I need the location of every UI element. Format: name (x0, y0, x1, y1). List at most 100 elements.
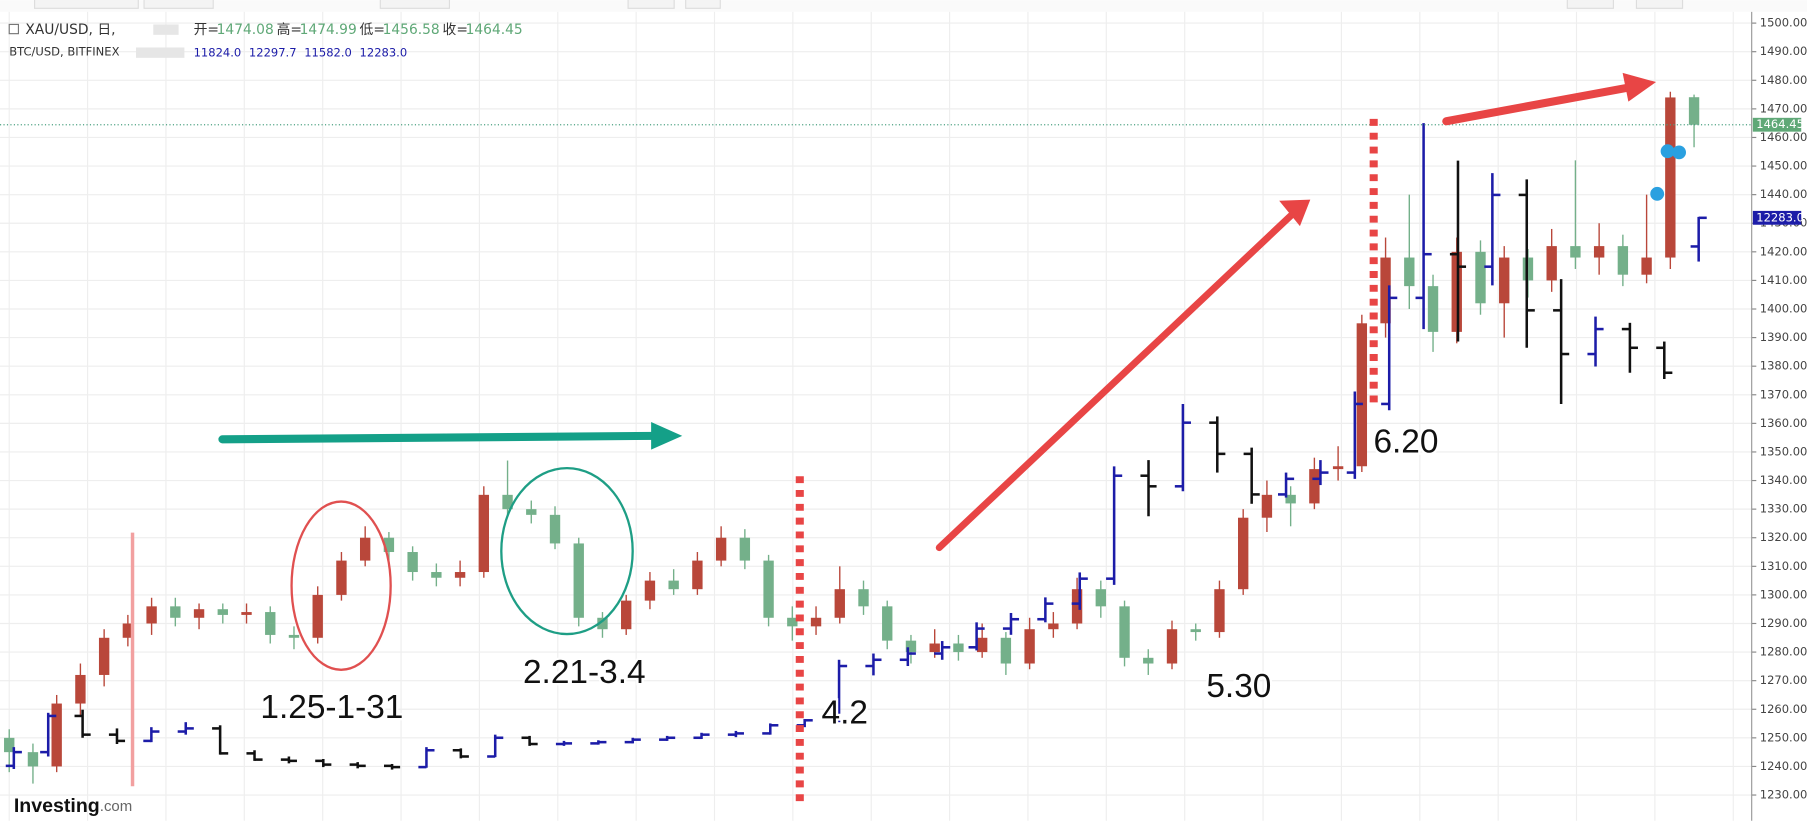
candle-body (1214, 589, 1225, 633)
y-tick-label: 1390.00 (1760, 330, 1807, 344)
candle-body (549, 514, 561, 544)
y-tick-label: 1270.00 (1760, 673, 1807, 687)
circle (290, 500, 392, 671)
ohlc-value: 1464.45 (466, 22, 523, 38)
y-tick-label: 1360.00 (1760, 416, 1807, 430)
candle-body (1356, 323, 1368, 467)
candle-body (383, 537, 395, 553)
y-tick-label: 1240.00 (1760, 759, 1807, 773)
candle-body (882, 606, 893, 641)
candle-body (217, 609, 228, 615)
y-tick-label: 1320.00 (1760, 530, 1807, 544)
price-tag (1752, 210, 1802, 225)
y-tick-label: 1290.00 (1760, 616, 1807, 630)
candle-body (122, 623, 134, 638)
candle-body (1166, 629, 1178, 664)
candle-body (1499, 257, 1510, 304)
candle-body (1119, 606, 1130, 658)
price-tag (1752, 117, 1802, 132)
candle-body (668, 580, 679, 590)
candle-body (1593, 246, 1605, 258)
candle-body (787, 617, 798, 627)
logo-main: Investing (14, 795, 100, 817)
candle-body (953, 643, 964, 653)
y-tick-label: 1500.00 (1760, 16, 1807, 30)
candle-body (359, 537, 371, 561)
candle-body (146, 606, 157, 624)
candle-body (407, 552, 418, 573)
candle-body (478, 494, 490, 573)
candle-body (454, 572, 466, 578)
candle-body (27, 752, 39, 767)
arrow-head (651, 422, 683, 450)
grid (0, 11, 1757, 821)
candle-body (834, 589, 845, 618)
candle-body (597, 617, 608, 630)
candle-body (265, 612, 276, 635)
y-tick-label: 1450.00 (1760, 159, 1807, 173)
candle-body (1665, 97, 1676, 258)
ohlc-value: 1456.58 (383, 22, 440, 38)
y-tick-label: 1400.00 (1760, 302, 1807, 316)
candle-body (502, 494, 513, 510)
price-tag-label: 1464.45 (1756, 117, 1804, 131)
arrow (1442, 83, 1632, 126)
candle-body (1261, 494, 1273, 518)
y-tick-label: 1310.00 (1760, 559, 1807, 573)
ohlc-label: 低= (360, 22, 385, 38)
candle-body (312, 594, 323, 638)
candle-body (1570, 246, 1581, 258)
collapse-icon (8, 23, 20, 35)
candle-body (1190, 629, 1201, 633)
candle-body (1048, 623, 1059, 630)
candle-body (858, 589, 869, 607)
y-tick-label: 1230.00 (1760, 788, 1807, 802)
y-tick-label: 1410.00 (1760, 273, 1807, 287)
logo-suffix: .com (100, 798, 132, 815)
candle-body (4, 737, 15, 753)
candle-body (1071, 589, 1083, 624)
candle-body (1143, 657, 1154, 664)
candle-body (1024, 629, 1035, 664)
candle-body (1641, 257, 1652, 275)
y-tick-label: 1280.00 (1760, 645, 1807, 659)
candle-body (573, 543, 584, 618)
series-name: XAU/USD, 日, (25, 22, 115, 38)
candle-body (75, 674, 86, 704)
annotation: 4.2 (821, 695, 867, 732)
annotation: 6.20 (1373, 424, 1438, 461)
y-tick-label: 1490.00 (1760, 44, 1807, 58)
candle-body (1427, 286, 1439, 332)
series-name: BTC/USD, BITFINEX (9, 45, 119, 59)
candle-body (929, 643, 940, 653)
y-tick-label: 1350.00 (1760, 444, 1807, 458)
candle-body (288, 634, 300, 638)
arrow-head (1279, 199, 1311, 227)
candle-body (336, 560, 347, 595)
annotation: 1.25-1-31 (260, 689, 403, 726)
logo: Investing.com (14, 795, 132, 817)
candle-body (621, 600, 632, 630)
candle-body (1688, 97, 1700, 125)
candle-body (1617, 246, 1629, 275)
p-markers (1650, 144, 1686, 201)
price-tag-label: 12283.0 (1756, 210, 1804, 224)
arrow-head (1622, 72, 1657, 102)
y-tick-label: 1260.00 (1760, 702, 1807, 716)
ohlc-value: 12283.0 (360, 46, 408, 60)
candle-body (1546, 246, 1557, 281)
icon (135, 47, 185, 58)
y-tick-label: 1340.00 (1760, 473, 1807, 487)
candle-body (644, 580, 656, 601)
y-tick-label: 1480.00 (1760, 73, 1807, 87)
annotations-shapes (130, 72, 1686, 804)
candle-body (763, 560, 774, 618)
candle-body (1332, 466, 1344, 470)
candle-body (692, 560, 703, 590)
labels: 1230.00 1240.00 1250.00 1260.00 1270.00 1280.… (8, 16, 1807, 817)
y-tick-label: 1330.00 (1760, 502, 1807, 516)
plot-area (0, 91, 1752, 784)
arrow (218, 431, 661, 444)
y-tick-label: 1470.00 (1760, 101, 1807, 115)
